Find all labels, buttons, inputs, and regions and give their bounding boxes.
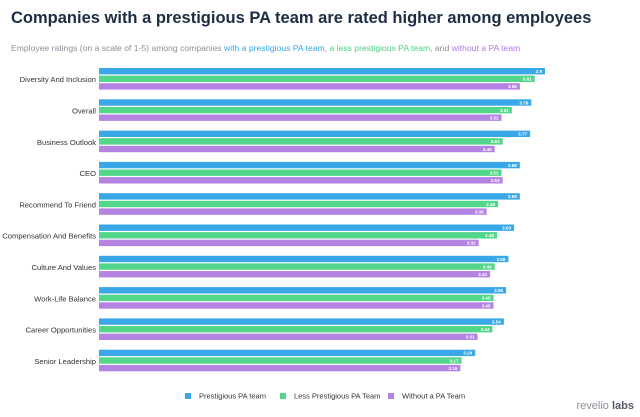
bar-less-prestigious-pa-team-culture-and-values[interactable] [99, 263, 495, 270]
bar-prestigious-pa-team-diversity-and-inclusion[interactable] [99, 68, 545, 75]
subtitle-sep1: , [324, 43, 330, 53]
bar-prestigious-pa-team-career-opportunities[interactable] [99, 318, 504, 325]
bar-less-prestigious-pa-team-compensation-and-benefits[interactable] [99, 232, 497, 239]
category-label-diversity-and-inclusion: Diversity And Inclusion [20, 75, 96, 84]
data-label-less-prestigious-pa-team-business-outlook: 3.53 [491, 139, 500, 144]
data-label-prestigious-pa-team-overall: 3.78 [519, 100, 528, 105]
chart-subtitle: Employee ratings (on a scale of 1-5) amo… [11, 43, 520, 53]
subtitle-prestigious: with a prestigious PA team [224, 43, 325, 53]
bar-without-a-pa-team-recommend-to-friend[interactable] [99, 208, 487, 215]
data-label-less-prestigious-pa-team-culture-and-values: 3.46 [483, 264, 492, 269]
bar-less-prestigious-pa-team-ceo[interactable] [99, 169, 502, 176]
data-label-less-prestigious-pa-team-diversity-and-inclusion: 3.81 [523, 77, 532, 82]
bar-prestigious-pa-team-business-outlook[interactable] [99, 130, 531, 137]
legend-item-prestigious[interactable]: Prestigious PA team [185, 391, 266, 401]
bar-without-a-pa-team-business-outlook[interactable] [99, 145, 495, 153]
data-label-less-prestigious-pa-team-overall: 3.61 [500, 108, 509, 113]
bar-without-a-pa-team-work-life-balance[interactable] [99, 302, 494, 309]
data-label-without-a-pa-team-overall: 3.52 [490, 116, 499, 121]
data-label-prestigious-pa-team-compensation-and-benefits: 3.63 [502, 226, 511, 231]
bar-prestigious-pa-team-recommend-to-friend[interactable] [99, 193, 520, 200]
bar-less-prestigious-pa-team-recommend-to-friend[interactable] [99, 200, 499, 208]
data-label-without-a-pa-team-senior-leadership: 3.16 [448, 366, 457, 371]
data-label-less-prestigious-pa-team-career-opportunities: 3.44 [480, 327, 489, 332]
data-label-prestigious-pa-team-senior-leadership: 3.29 [463, 351, 472, 356]
data-label-without-a-pa-team-ceo: 3.53 [491, 178, 500, 183]
bar-prestigious-pa-team-overall[interactable] [99, 99, 532, 106]
data-label-less-prestigious-pa-team-work-life-balance: 3.45 [482, 296, 491, 301]
bar-without-a-pa-team-senior-leadership[interactable] [99, 364, 461, 372]
category-label-senior-leadership: Senior Leadership [34, 357, 96, 366]
bar-without-a-pa-team-overall[interactable] [99, 114, 502, 121]
data-label-without-a-pa-team-career-opportunities: 3.31 [466, 335, 475, 340]
bar-without-a-pa-team-culture-and-values[interactable] [99, 271, 491, 278]
category-label-culture-and-values: Culture And Values [32, 263, 97, 272]
category-label-recommend-to-friend: Recommend To Friend [19, 200, 96, 209]
brand-logo: revelio labs [577, 400, 634, 412]
bar-less-prestigious-pa-team-career-opportunities[interactable] [99, 326, 493, 333]
bar-without-a-pa-team-ceo[interactable] [99, 177, 503, 184]
subtitle-less-prestigious: a less prestigious PA team [329, 43, 431, 53]
data-label-without-a-pa-team-business-outlook: 3.46 [483, 147, 492, 152]
category-label-work-life-balance: Work-Life Balance [34, 294, 96, 303]
subtitle-without: without a PA team [451, 43, 521, 53]
subtitle-prefix: Employee ratings (on a scale of 1-5) amo… [11, 43, 225, 53]
data-label-without-a-pa-team-work-life-balance: 3.45 [482, 303, 491, 308]
bar-less-prestigious-pa-team-diversity-and-inclusion[interactable] [99, 75, 535, 82]
bar-less-prestigious-pa-team-business-outlook[interactable] [99, 138, 503, 145]
legend-label: Prestigious PA team [199, 391, 266, 401]
data-label-prestigious-pa-team-ceo: 3.68 [508, 163, 517, 168]
legend-swatch [388, 393, 394, 400]
category-label-career-opportunities: Career Opportunities [26, 326, 97, 335]
bar-prestigious-pa-team-culture-and-values[interactable] [99, 255, 509, 263]
legend-label: Without a PA Team [402, 391, 466, 401]
data-label-prestigious-pa-team-business-outlook: 3.77 [518, 132, 527, 137]
legend-item-without[interactable]: Without a PA Team [388, 391, 465, 401]
chart-title: Companies with a prestigious PA team are… [11, 9, 592, 27]
data-label-less-prestigious-pa-team-senior-leadership: 3.17 [450, 358, 459, 363]
data-label-prestigious-pa-team-recommend-to-friend: 3.68 [508, 194, 517, 199]
category-label-compensation-and-benefits: Compensation And Benefits [2, 232, 96, 241]
bar-prestigious-pa-team-senior-leadership[interactable] [99, 349, 476, 357]
bar-without-a-pa-team-career-opportunities[interactable] [99, 333, 478, 340]
legend-swatch [280, 393, 286, 400]
bar-prestigious-pa-team-compensation-and-benefits[interactable] [99, 224, 515, 231]
bar-less-prestigious-pa-team-overall[interactable] [99, 106, 512, 114]
data-label-less-prestigious-pa-team-compensation-and-benefits: 3.48 [485, 233, 494, 238]
data-label-less-prestigious-pa-team-recommend-to-friend: 3.49 [486, 202, 495, 207]
data-label-without-a-pa-team-culture-and-values: 3.42 [478, 272, 487, 277]
category-label-overall: Overall [72, 107, 96, 116]
subtitle-sep2: , and [430, 43, 452, 53]
data-label-without-a-pa-team-recommend-to-friend: 3.39 [475, 209, 484, 214]
data-label-prestigious-pa-team-work-life-balance: 3.56 [494, 288, 503, 293]
bar-without-a-pa-team-diversity-and-inclusion[interactable] [99, 83, 520, 90]
bar-without-a-pa-team-compensation-and-benefits[interactable] [99, 239, 479, 247]
data-label-less-prestigious-pa-team-ceo: 3.52 [490, 171, 499, 176]
data-label-prestigious-pa-team-career-opportunities: 3.54 [492, 319, 501, 324]
bar-less-prestigious-pa-team-senior-leadership[interactable] [99, 357, 462, 364]
legend: Prestigious PA team Less Prestigious PA … [0, 391, 640, 405]
brand-bold: labs [611, 400, 634, 412]
data-label-without-a-pa-team-diversity-and-inclusion: 3.68 [508, 84, 517, 89]
category-label-ceo: CEO [80, 169, 97, 178]
data-label-without-a-pa-team-compensation-and-benefits: 3.32 [467, 241, 476, 246]
legend-swatch [185, 393, 191, 400]
bar-less-prestigious-pa-team-work-life-balance[interactable] [99, 294, 494, 302]
bar-prestigious-pa-team-work-life-balance[interactable] [99, 287, 507, 294]
data-label-prestigious-pa-team-culture-and-values: 3.58 [496, 257, 505, 262]
legend-item-less-prestigious[interactable]: Less Prestigious PA Team [280, 391, 380, 401]
brand-light: revelio [576, 400, 609, 412]
legend-label: Less Prestigious PA Team [294, 391, 381, 401]
data-label-prestigious-pa-team-diversity-and-inclusion: 3.9 [536, 69, 543, 74]
category-label-business-outlook: Business Outlook [37, 138, 96, 147]
bar-prestigious-pa-team-ceo[interactable] [99, 161, 520, 169]
